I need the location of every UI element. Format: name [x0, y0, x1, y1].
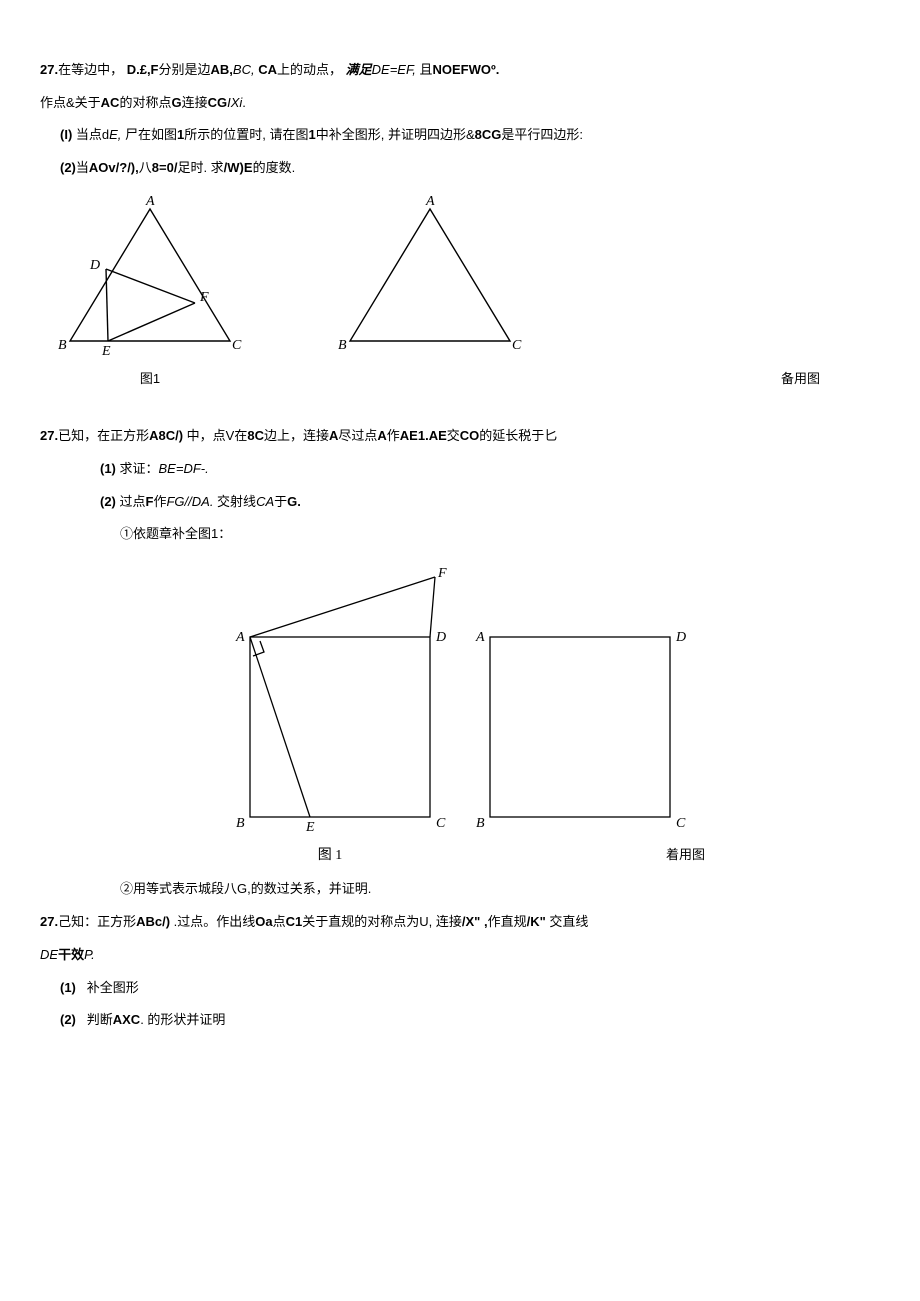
svg-text:D: D	[89, 258, 100, 273]
svg-text:E: E	[101, 344, 111, 359]
q27b-part4: ②用等式表示城段八G,的数过关系，并证明.	[40, 877, 880, 902]
q27c-part1: (1) 补全图形	[40, 976, 880, 1001]
q27b-part1: (1) 求证：BE=DF-.	[40, 457, 880, 482]
q27b-captions: 图 1 着用图	[40, 843, 880, 870]
svg-text:C: C	[512, 338, 522, 353]
fig1-backup: 备用图	[781, 371, 820, 386]
fig2-caption: 图 1	[318, 848, 343, 863]
square2-svg: A D B C	[460, 557, 710, 837]
q27b-part2: (2) 过点F作FG//DA. 交射线CA于G.	[40, 490, 880, 515]
svg-text:C: C	[676, 816, 686, 831]
svg-text:E: E	[305, 820, 315, 835]
qnum: 27.	[40, 62, 58, 77]
triangle2-svg: A B C	[330, 191, 530, 361]
fig2-backup: 着用图	[666, 847, 705, 862]
q27a-figures: A B C D E F A B C	[40, 191, 880, 361]
q27b-figures: A D B C E F A D B C	[40, 557, 880, 837]
svg-text:F: F	[437, 566, 447, 581]
q27c-part2: (2) 判断AXC. 的形状并证明	[40, 1008, 880, 1033]
svg-text:B: B	[338, 338, 347, 353]
q27a-part2: (2)当AOv/?/),八8=0/足时. 求/W)E的度数.	[40, 156, 880, 181]
q27b-line1: 27.已知，在正方形A8C/) 中，点V在8C边上，连接A尽过点A作AE1.AE…	[40, 424, 880, 449]
q27a-captions: 图1 备用图	[40, 367, 880, 392]
svg-text:A: A	[475, 630, 485, 645]
svg-text:B: B	[58, 338, 67, 353]
triangle1-svg: A B C D E F	[50, 191, 250, 361]
svg-text:B: B	[236, 816, 245, 831]
svg-text:B: B	[476, 816, 485, 831]
qnum: 27.	[40, 428, 58, 443]
q27c-line1: 27.己知：正方形ABc/) .过点。作出线Oa点C1关于直规的对称点为U, 连…	[40, 910, 880, 935]
svg-text:D: D	[435, 630, 446, 645]
svg-text:D: D	[675, 630, 686, 645]
q27a-line1: 27.在等边中， D.£,F分别是边AB,BC, CA上的动点， 满足DE=EF…	[40, 58, 880, 83]
svg-text:A: A	[145, 194, 155, 209]
square1-svg: A D B C E F	[210, 557, 460, 837]
q27c-line2: DE干效P.	[40, 943, 880, 968]
svg-text:A: A	[425, 194, 435, 209]
fig1-caption: 图1	[140, 371, 160, 386]
q27a-line2: 作点&关于AC的对称点G连接CGIXi.	[40, 91, 880, 116]
svg-text:A: A	[235, 630, 245, 645]
qnum: 27.	[40, 914, 58, 929]
q27a-part1: (I) 当点dE, 尸在如图1所示的位置时, 请在图1中补全图形, 并证明四边形…	[40, 123, 880, 148]
svg-text:C: C	[436, 816, 446, 831]
svg-text:F: F	[199, 290, 209, 305]
q27b-part3: ①依题章补全图1：	[40, 522, 880, 547]
svg-text:C: C	[232, 338, 242, 353]
